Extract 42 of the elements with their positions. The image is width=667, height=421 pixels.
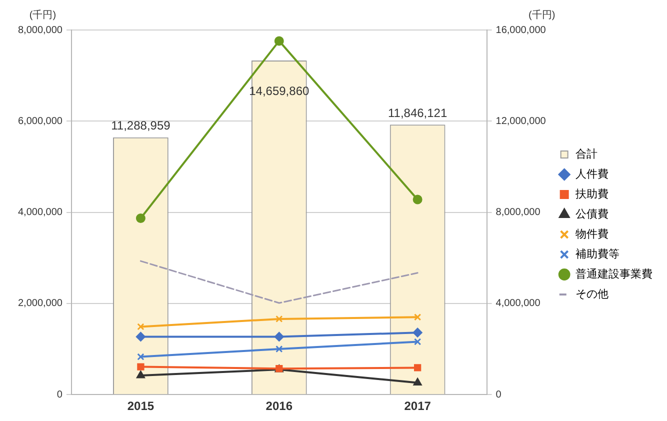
y-tick-label: 6,000,000 [18,116,63,127]
point [276,315,283,323]
y2-tick-label: 16,000,000 [496,24,546,36]
y-tick-label: 2,000,000 [18,298,63,310]
y2-axis-title: (千円) [528,8,556,21]
x-tick-label: 2016 [266,399,293,414]
y-tick-label: 0 [56,389,63,400]
point [274,36,284,46]
point [414,338,422,346]
point [136,370,145,378]
data-label: 14,659,860 [249,84,310,98]
x-tick-label: 2017 [404,399,432,414]
y2-tick-label: 4,000,000 [496,298,541,310]
legend-label: その他 [575,288,608,301]
legend-label: 合計 [575,148,598,161]
legend-label: 補助費等 [575,248,620,261]
point [413,378,422,386]
y-tick-label: 4,000,000 [18,207,63,218]
point [414,364,422,372]
point [136,332,146,342]
y2-tick-label: 0 [496,389,502,400]
point [412,328,422,338]
legend-label: 公債費 [575,208,608,221]
data-label: 11,846,121 [388,106,448,120]
point [414,314,422,321]
y-axis-title: (千円) [29,8,56,21]
legend-label: 扶助費 [574,188,608,201]
point [274,332,284,342]
x-tick-label: 2015 [127,399,154,414]
legend-label: 物件費 [575,228,608,241]
legend-label: 普通建設事業費 [575,268,652,281]
point [412,194,422,204]
point [137,363,144,370]
y2-tick-label: 12,000,000 [496,116,546,127]
data-label: 11,288,959 [111,118,171,133]
point [137,353,144,360]
y-tick-label: 8,000,000 [18,24,63,36]
point [137,323,144,330]
point [276,345,283,353]
point [136,213,146,223]
legend-label: 人件費 [575,168,608,181]
y2-tick-label: 8,000,000 [496,207,541,218]
